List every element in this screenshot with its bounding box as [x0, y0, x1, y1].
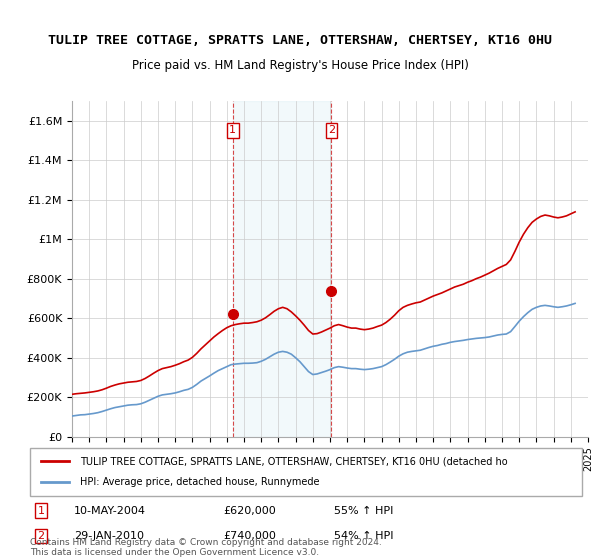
Text: 10-MAY-2004: 10-MAY-2004 [74, 506, 146, 516]
Text: 55% ↑ HPI: 55% ↑ HPI [334, 506, 393, 516]
Text: HPI: Average price, detached house, Runnymede: HPI: Average price, detached house, Runn… [80, 477, 319, 487]
Text: Contains HM Land Registry data © Crown copyright and database right 2024.
This d: Contains HM Land Registry data © Crown c… [30, 538, 382, 557]
Text: £620,000: £620,000 [223, 506, 276, 516]
Text: 1: 1 [38, 506, 44, 516]
Text: 2: 2 [37, 531, 44, 541]
Text: Price paid vs. HM Land Registry's House Price Index (HPI): Price paid vs. HM Land Registry's House … [131, 59, 469, 72]
Text: 29-JAN-2010: 29-JAN-2010 [74, 531, 144, 541]
Text: TULIP TREE COTTAGE, SPRATTS LANE, OTTERSHAW, CHERTSEY, KT16 0HU (detached ho: TULIP TREE COTTAGE, SPRATTS LANE, OTTERS… [80, 456, 508, 466]
Text: 54% ↑ HPI: 54% ↑ HPI [334, 531, 393, 541]
Bar [233, 101, 331, 437]
FancyBboxPatch shape [30, 448, 582, 496]
Text: TULIP TREE COTTAGE, SPRATTS LANE, OTTERSHAW, CHERTSEY, KT16 0HU: TULIP TREE COTTAGE, SPRATTS LANE, OTTERS… [48, 34, 552, 46]
Text: £740,000: £740,000 [223, 531, 276, 541]
Text: 2: 2 [328, 125, 335, 136]
Text: 1: 1 [229, 125, 236, 136]
